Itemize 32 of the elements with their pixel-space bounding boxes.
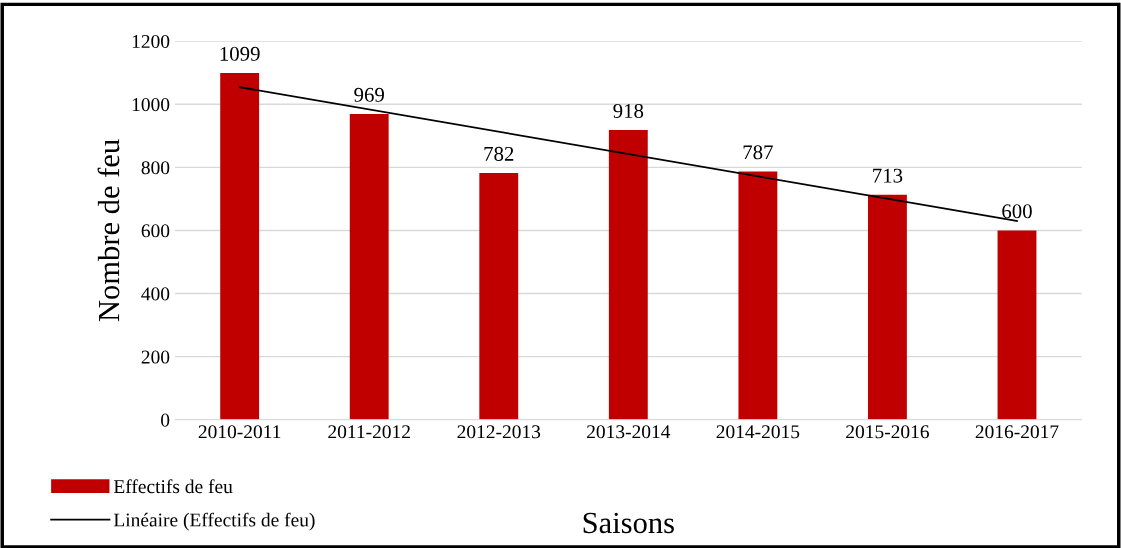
- x-axis-title: Saisons: [583, 512, 674, 534]
- bar: [608, 130, 648, 420]
- data-label: 969: [354, 87, 384, 102]
- x-tick-label: 2014-2015: [716, 425, 800, 439]
- legend-label: Linéaire (Effectifs de feu): [113, 512, 315, 531]
- bar: [220, 72, 260, 420]
- bar: [349, 113, 389, 420]
- y-tick-label: 200: [141, 350, 170, 364]
- bar: [868, 194, 907, 420]
- y-tick-label: 1200: [132, 34, 170, 49]
- y-tick-label: 1000: [132, 98, 170, 112]
- legend-label: Effectifs de feu: [113, 479, 233, 494]
- x-tick-label: 2016-2017: [975, 425, 1059, 439]
- bar: [479, 173, 519, 420]
- y-tick-label: 800: [141, 161, 170, 175]
- y-axis-title: Nombre de feu: [97, 139, 120, 322]
- data-label: 1099: [220, 46, 260, 61]
- y-tick-label: 400: [141, 287, 170, 301]
- y-tick-label: 0: [161, 413, 170, 427]
- x-tick-label: 2015-2016: [846, 425, 929, 439]
- bar: [738, 171, 778, 420]
- data-label: 600: [1002, 204, 1032, 219]
- data-label: 918: [613, 103, 644, 118]
- data-label: 713: [873, 168, 903, 183]
- x-tick-label: 2013-2014: [587, 425, 671, 439]
- bar: [997, 230, 1037, 420]
- data-label: 787: [743, 145, 773, 160]
- x-tick-label: 2012-2013: [457, 425, 541, 439]
- data-label: 782: [484, 146, 514, 161]
- y-tick-label: 600: [141, 224, 170, 238]
- x-tick-label: 2011-2012: [328, 425, 410, 439]
- x-tick-label: 2010-2011: [198, 425, 281, 439]
